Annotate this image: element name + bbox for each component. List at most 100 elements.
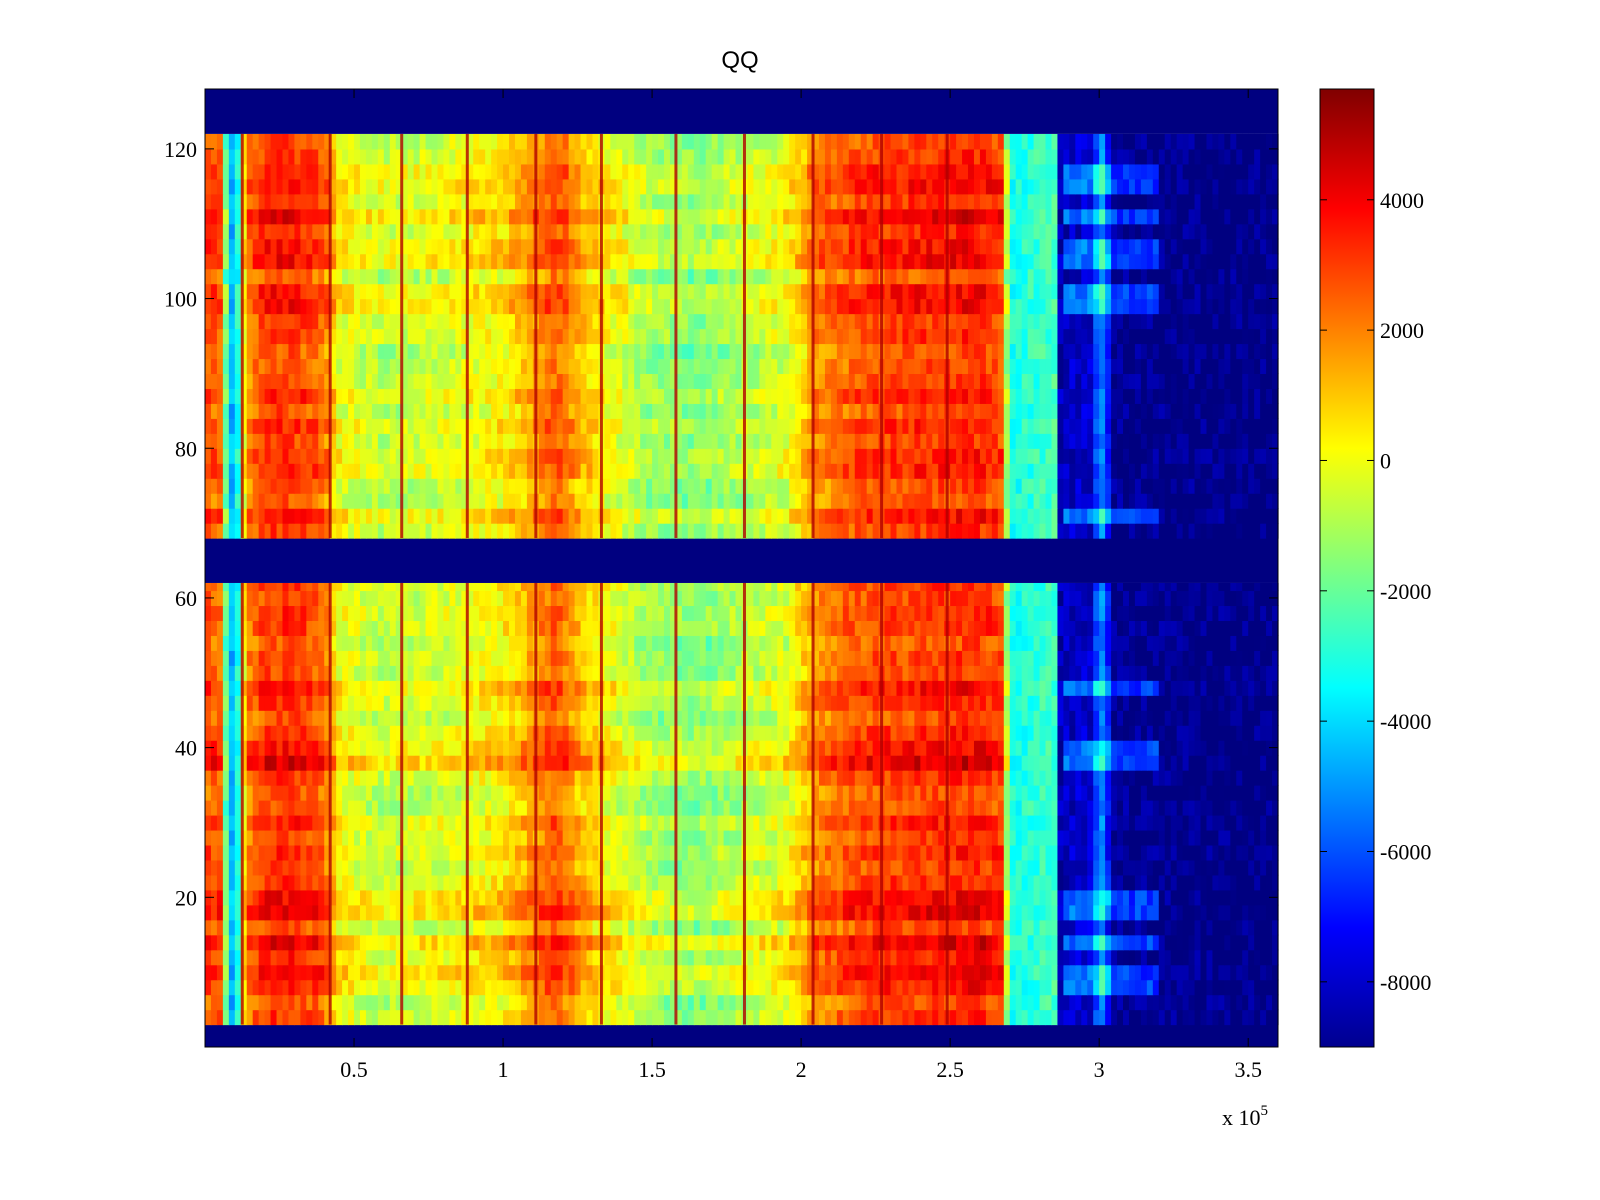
heatmap-cell (860, 919, 868, 936)
heatmap-cell (252, 755, 260, 771)
heatmap-cell (872, 725, 880, 741)
heatmap-cell (997, 904, 1005, 921)
heatmap-cell (640, 994, 647, 1011)
heatmap-cell (640, 859, 647, 876)
heatmap-cell (586, 934, 594, 951)
heatmap-cell (288, 949, 296, 966)
heatmap-cell (646, 650, 653, 666)
heatmap-cell (580, 755, 588, 771)
heatmap-cell (836, 814, 844, 831)
heatmap-cell (240, 680, 248, 696)
heatmap-cell (1236, 979, 1243, 996)
heatmap-cell (359, 725, 367, 741)
heatmap-cell (282, 934, 290, 951)
heatmap-cell (1200, 874, 1208, 891)
heatmap-cell (276, 859, 284, 876)
heatmap-cell (538, 979, 546, 996)
heatmap-cell (1087, 620, 1094, 636)
heatmap-cell (824, 650, 832, 666)
heatmap-cell (1200, 740, 1208, 756)
heatmap-cell (1128, 770, 1136, 786)
heatmap-cell (997, 814, 1005, 831)
heatmap-cell (556, 785, 564, 801)
heatmap-cell (759, 680, 766, 696)
heatmap-cell (1123, 665, 1130, 681)
heatmap-cell (359, 919, 367, 936)
heatmap-cell (538, 934, 546, 951)
heatmap-cell (693, 665, 701, 681)
heatmap-cell (1063, 725, 1070, 741)
heatmap-cell (479, 740, 486, 756)
heatmap-cell (914, 874, 921, 891)
heatmap-cell (890, 725, 898, 741)
heatmap-cell (604, 844, 611, 861)
heatmap-cell (735, 934, 743, 951)
heatmap-cell (771, 844, 778, 861)
heatmap-cell (610, 710, 617, 726)
heatmap-cell (312, 874, 319, 891)
heatmap-cell (646, 695, 653, 711)
heatmap-cell (407, 710, 415, 726)
heatmap-cell (973, 829, 981, 846)
heatmap-cell (729, 949, 737, 966)
heatmap-cell (646, 844, 653, 861)
heatmap-cell (1272, 934, 1279, 951)
heatmap-cell (240, 1009, 248, 1026)
heatmap-cell (693, 785, 701, 801)
heatmap-cell (222, 874, 230, 891)
heatmap-cell (1146, 800, 1154, 816)
heatmap-cell (1003, 964, 1011, 981)
heatmap-cell (1087, 829, 1094, 846)
heatmap-cell (956, 964, 963, 981)
heatmap-cell (1242, 814, 1249, 831)
heatmap-cell (395, 964, 403, 981)
heatmap-cell (461, 859, 468, 876)
heatmap-cell (568, 665, 576, 681)
heatmap-cell (425, 755, 433, 771)
heatmap-cell (997, 650, 1005, 666)
heatmap-cell (1003, 725, 1011, 741)
heatmap-cell (866, 829, 874, 846)
heatmap-cell (413, 874, 421, 891)
heatmap-cell (389, 800, 397, 816)
heatmap-cell (801, 934, 808, 951)
heatmap-cell (240, 710, 248, 726)
heatmap-cell (1075, 695, 1082, 711)
heatmap-cell (830, 949, 838, 966)
heatmap-cell (294, 979, 301, 996)
heatmap-cell (526, 605, 534, 621)
heatmap-cell (1081, 725, 1088, 741)
heatmap-cell (520, 829, 528, 846)
heatmap-cell (205, 874, 212, 891)
heatmap-cell (401, 904, 409, 921)
heatmap-cell (1224, 964, 1231, 981)
heatmap-cell (1117, 829, 1124, 846)
heatmap-cell (359, 874, 367, 891)
heatmap-cell (753, 650, 760, 666)
heatmap-cell (813, 874, 820, 891)
heatmap-cell (956, 859, 963, 876)
heatmap-cell (884, 934, 892, 951)
heatmap-cell (753, 665, 760, 681)
heatmap-cell (252, 800, 260, 816)
heatmap-cell (330, 770, 337, 786)
heatmap-cell (1128, 889, 1136, 906)
heatmap-cell (866, 785, 874, 801)
heatmap-cell (985, 650, 993, 666)
heatmap-cell (580, 814, 588, 831)
heatmap-cell (497, 695, 504, 711)
heatmap-cell (306, 964, 313, 981)
heatmap-cell (723, 949, 731, 966)
heatmap-cell (1236, 695, 1243, 711)
heatmap-cell (675, 994, 683, 1011)
heatmap-cell (514, 650, 522, 666)
heatmap-cell (979, 994, 987, 1011)
heatmap-cell (485, 934, 492, 951)
heatmap-cell (1081, 979, 1088, 996)
heatmap-cell (807, 859, 814, 876)
heatmap-cell (926, 904, 933, 921)
heatmap-cell (544, 725, 552, 741)
heatmap-cell (1140, 635, 1148, 651)
heatmap-cell (1224, 665, 1231, 681)
heatmap-cell (842, 814, 850, 831)
